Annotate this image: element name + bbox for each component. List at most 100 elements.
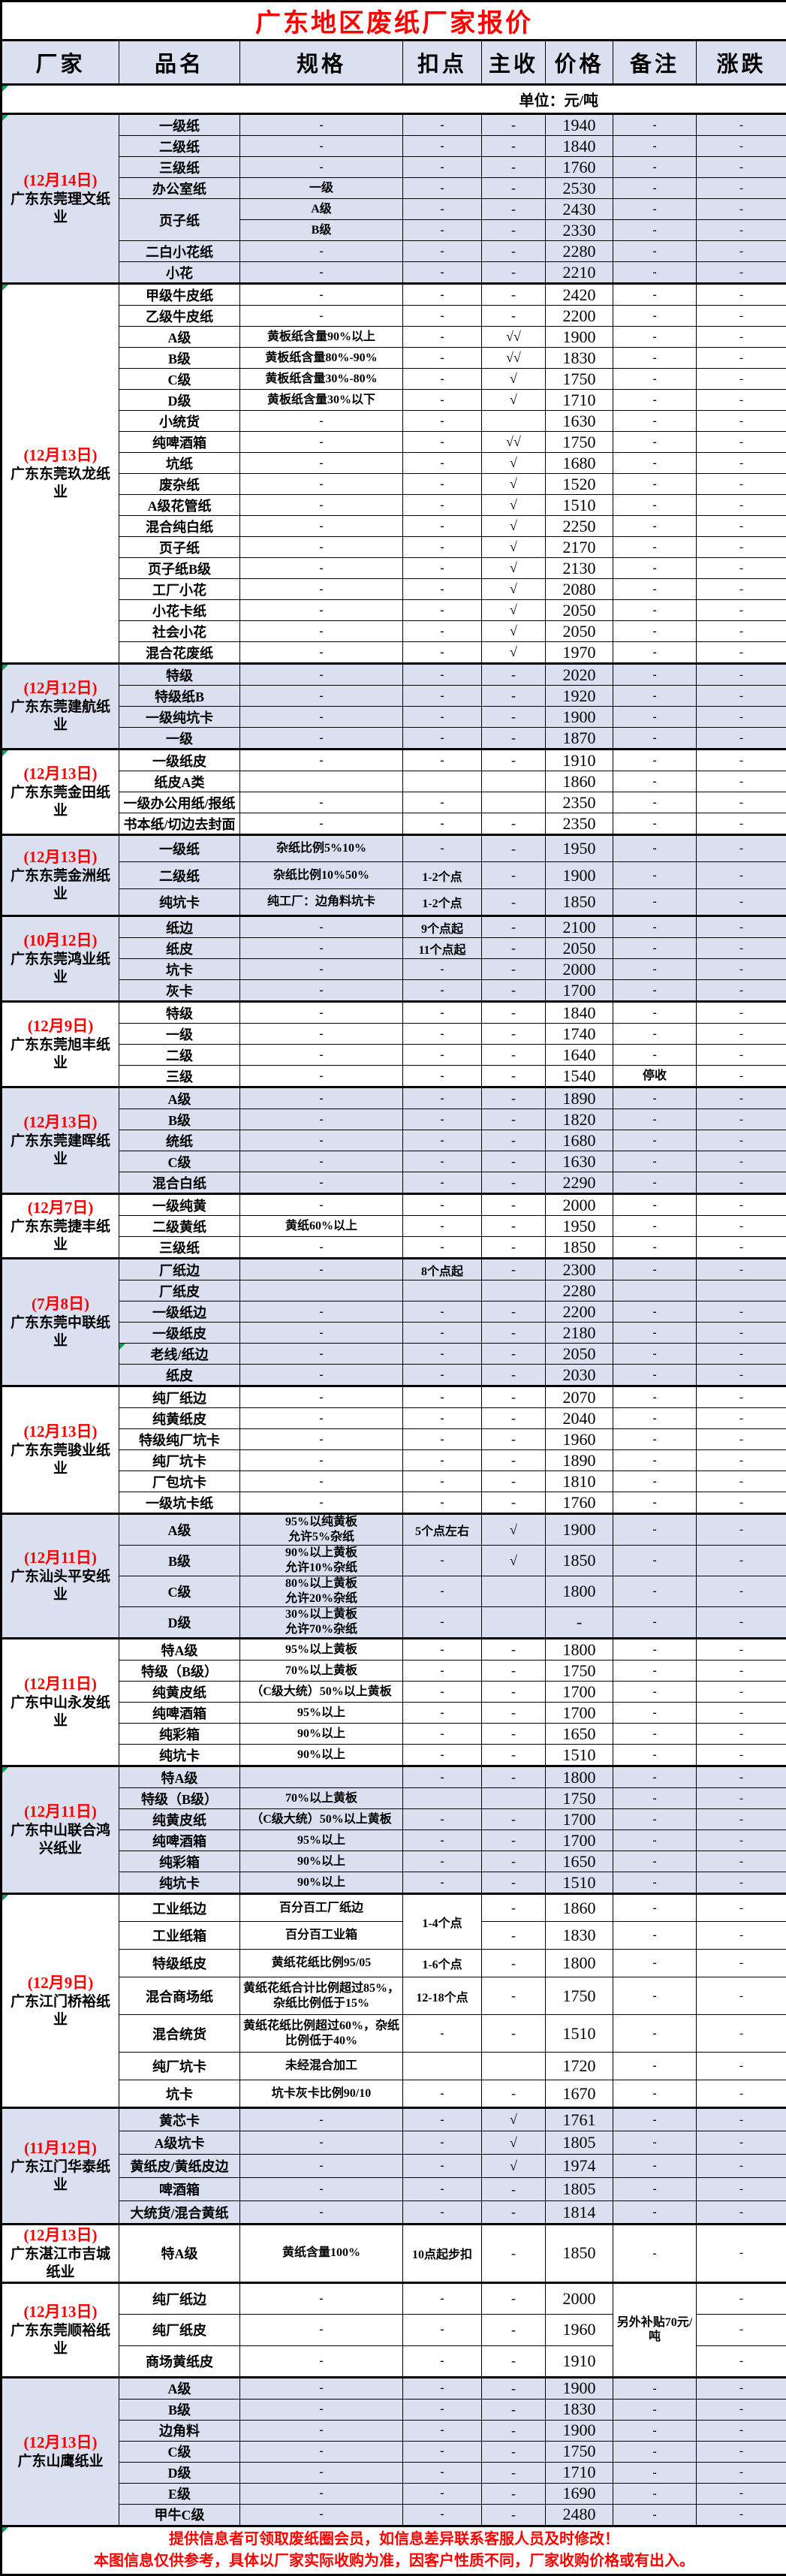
table-row: (12月9日)广东东莞旭丰纸业特级---1840--	[2, 1002, 786, 1024]
price-cell: 1974	[546, 2155, 613, 2178]
change-cell: -	[697, 1024, 786, 1045]
factory-cell: (7月8日)广东东莞中联纸业	[2, 1259, 119, 1386]
note-cell: -	[613, 862, 697, 889]
main-collect-cell	[482, 2053, 546, 2080]
product-cell: 大统货/混合黄纸	[119, 2201, 240, 2225]
product-cell: 纸皮A类	[119, 771, 240, 792]
price-cell: 1950	[546, 1216, 613, 1237]
product-cell: 书本纸/切边去封面	[119, 813, 240, 835]
deduction-cell: 12-18个点	[403, 1977, 482, 2015]
product-cell: 坑卡	[119, 2080, 240, 2108]
deduction-cell	[403, 2053, 482, 2080]
change-cell: -	[697, 1894, 786, 1922]
note-cell: -	[613, 579, 697, 600]
change-cell: -	[697, 1977, 786, 2015]
change-cell: -	[697, 938, 786, 959]
spec-cell: -	[240, 813, 403, 835]
product-cell: A级	[119, 1087, 240, 1109]
note-cell: -	[613, 686, 697, 707]
main-collect-cell: √	[482, 600, 546, 621]
price-cell: 1950	[546, 835, 613, 862]
main-collect-cell: -	[482, 2504, 546, 2526]
factory-name: 广东东莞鸿业纸业	[5, 951, 116, 987]
table-row: (7月8日)广东东莞中联纸业厂纸边-8个点起-2300--	[2, 1259, 786, 1280]
note-cell: -	[613, 2201, 697, 2225]
spec-cell: -	[240, 262, 403, 284]
deduction-cell: 1-2个点	[403, 889, 482, 916]
factory-name: 广东江门桥裕纸业	[5, 1993, 116, 2029]
note-cell: 停收	[613, 1066, 697, 1087]
spec-cell: 一级	[240, 178, 403, 199]
change-cell: -	[697, 707, 786, 728]
main-collect-cell: -	[482, 1087, 546, 1109]
spec-cell: 黄板纸含量90%以上	[240, 327, 403, 348]
product-cell: 混合商场纸	[119, 1977, 240, 2015]
note-cell: -	[613, 1766, 697, 1788]
table-row: (12月13日)广东东莞金洲纸业一级纸杂纸比例5%10%--1950--	[2, 835, 786, 862]
main-collect-cell: -	[482, 1237, 546, 1259]
deduction-cell: -	[403, 2462, 482, 2483]
price-cell: 1700	[546, 1809, 613, 1830]
change-cell: -	[697, 558, 786, 579]
spec-cell: -	[240, 284, 403, 306]
deduction-cell	[403, 771, 482, 792]
price-cell: 2200	[546, 1302, 613, 1323]
column-header-main-collect: 主收	[482, 41, 546, 85]
main-collect-cell: -	[482, 2420, 546, 2441]
main-collect-cell	[482, 792, 546, 813]
spec-cell: -	[240, 1386, 403, 1408]
change-cell: -	[697, 980, 786, 1002]
change-cell: -	[697, 1386, 786, 1408]
change-cell: -	[697, 750, 786, 771]
price-cell: 1900	[546, 1514, 613, 1546]
price-cell: 2290	[546, 1172, 613, 1194]
change-cell: -	[697, 1851, 786, 1872]
spec-cell: -	[240, 411, 403, 432]
note-cell: -	[613, 327, 697, 348]
spec-cell: -	[240, 537, 403, 558]
price-cell: 1630	[546, 1151, 613, 1172]
product-cell: C级	[119, 369, 240, 390]
main-collect-cell: -	[482, 1066, 546, 1087]
price-cell: 1860	[546, 771, 613, 792]
change-cell: -	[697, 537, 786, 558]
product-cell: 纯彩箱	[119, 1724, 240, 1745]
deduction-cell: -	[403, 1323, 482, 1344]
main-collect-cell: -	[482, 114, 546, 136]
price-cell: 2420	[546, 284, 613, 306]
note-cell: -	[613, 1365, 697, 1386]
table-row: 纯黄皮纸（C级大统）50%以上黄板--1700--	[2, 1682, 786, 1703]
main-collect-cell: -	[482, 1450, 546, 1471]
main-collect-cell: -	[482, 1259, 546, 1280]
product-cell: 统纸	[119, 1130, 240, 1151]
change-cell: -	[697, 2314, 786, 2345]
spec-cell: 80%以上黄板 允许20%杂纸	[240, 1576, 403, 1607]
note-cell: -	[613, 2225, 697, 2283]
table-row: 纸皮-11个点起-2050--	[2, 938, 786, 959]
note-cell: -	[613, 813, 697, 835]
deduction-cell: -	[403, 516, 482, 537]
change-cell: -	[697, 1259, 786, 1280]
factory-name: 广东湛江市吉城纸业	[5, 2246, 116, 2282]
change-cell: -	[697, 959, 786, 980]
quote-date: (7月8日)	[5, 1294, 116, 1314]
factory-cell: (12月13日)广东东莞建晖纸业	[2, 1087, 119, 1194]
deduction-cell: -	[403, 1045, 482, 1066]
price-cell: 1814	[546, 2201, 613, 2225]
change-cell: -	[697, 2483, 786, 2504]
deduction-cell: -	[403, 327, 482, 348]
change-cell: -	[697, 642, 786, 664]
price-cell: 1900	[546, 2420, 613, 2441]
deduction-cell: -	[403, 241, 482, 262]
spec-cell: 95%以上黄板	[240, 1639, 403, 1661]
spec-cell: 95%以纯黄板 允许5%杂纸	[240, 1514, 403, 1546]
deduction-cell: -	[403, 474, 482, 495]
factory-name: 广东东莞中联纸业	[5, 1314, 116, 1350]
note-cell: -	[613, 1450, 697, 1471]
table-row: (12月12日)广东东莞建航纸业特级---2020--	[2, 664, 786, 686]
note-cell: -	[613, 1323, 697, 1344]
deduction-cell: -	[403, 686, 482, 707]
note-cell: -	[613, 220, 697, 241]
change-cell: -	[697, 306, 786, 327]
table-row: 特级（B级）70%以上黄板--1750--	[2, 1661, 786, 1682]
